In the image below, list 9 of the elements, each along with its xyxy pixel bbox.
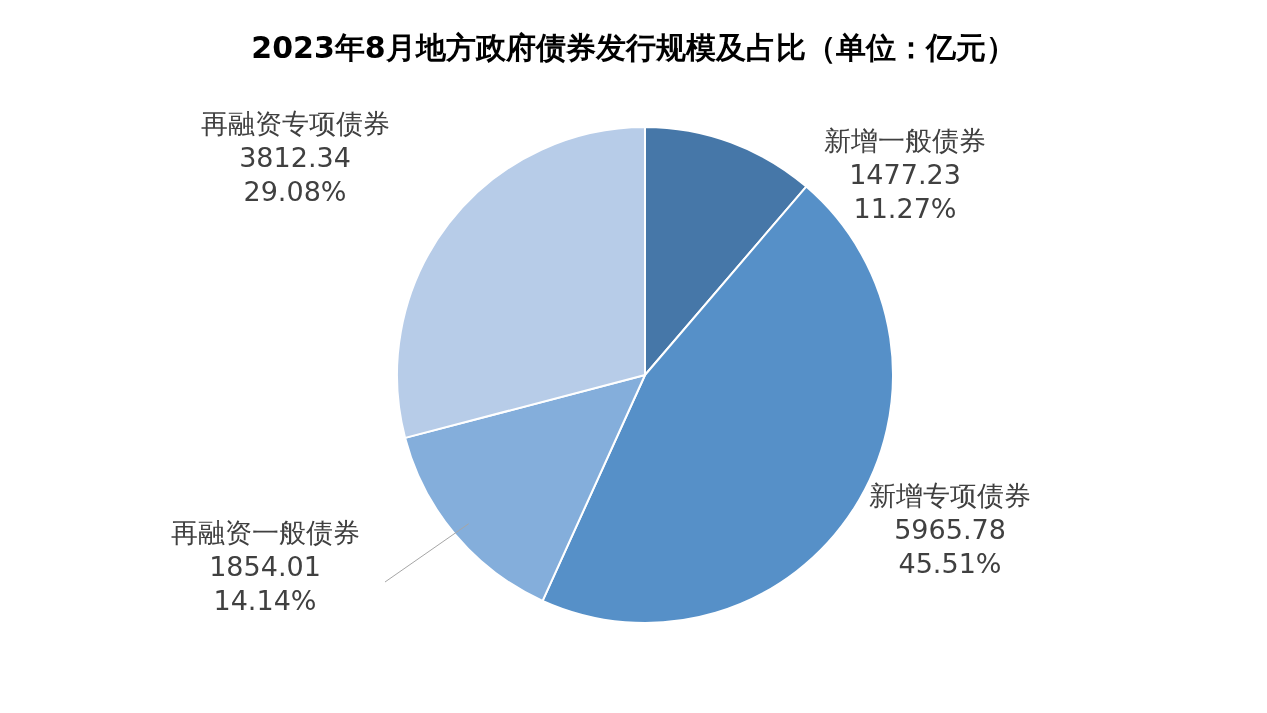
data-label: 5965.78 45.51% <box>894 514 1006 579</box>
slice-label: 再融资一般债券 <box>170 517 360 548</box>
slice-label: 新增一般债券 <box>824 125 986 156</box>
slice-label: 新增专项债券 <box>869 480 1031 511</box>
data-label: 1854.01 14.14% <box>209 551 321 616</box>
chart-title: 2023年8月地方政府债券发行规模及占比（单位：亿元） <box>251 30 1016 65</box>
data-label: 1477.23 11.27% <box>849 159 961 224</box>
slice-label: 再融资专项债券 <box>200 108 390 139</box>
data-label: 3812.34 29.08% <box>239 142 351 207</box>
